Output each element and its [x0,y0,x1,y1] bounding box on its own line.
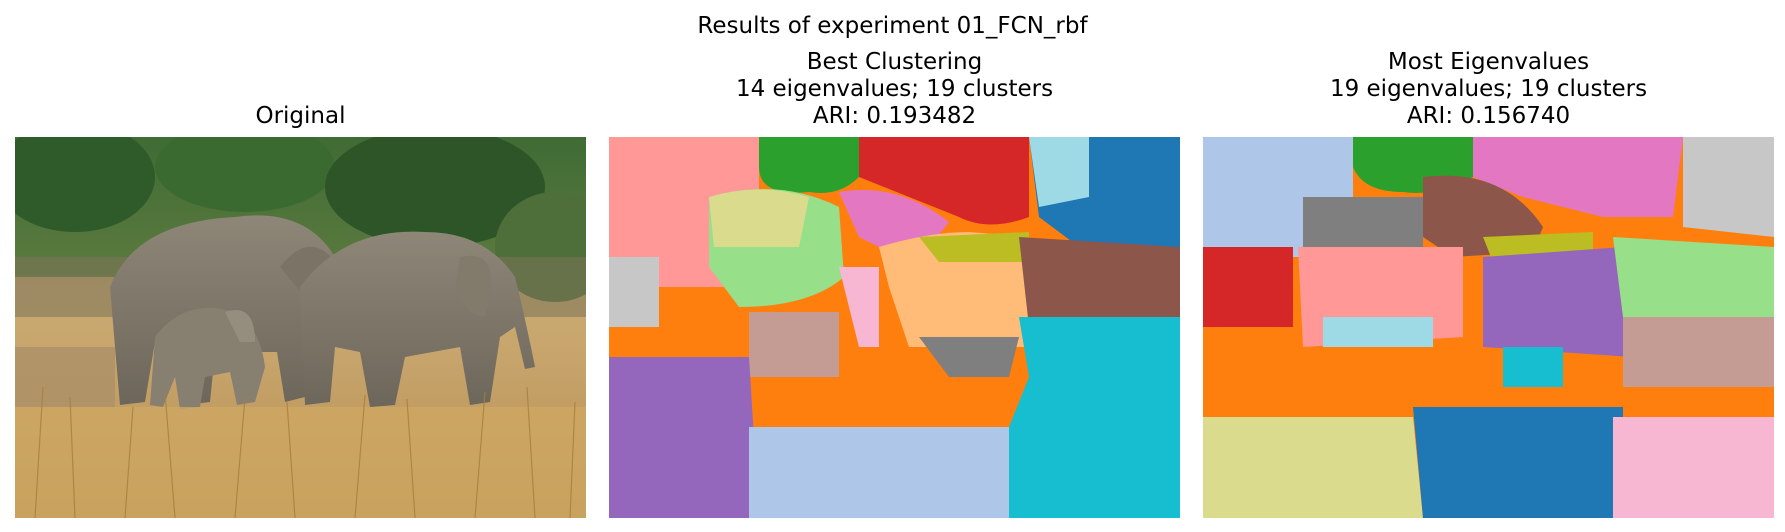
panel-title-line: Most Eigenvalues [1387,49,1590,75]
panel-title-line: ARI: 0.193482 [812,103,977,129]
cluster-segmentation-best [609,137,1180,518]
panel-title-line: 14 eigenvalues; 19 clusters [735,76,1054,102]
panel-title-line: 19 eigenvalues; 19 clusters [1329,76,1648,102]
panel-title-original: Original [15,103,586,130]
panel-title-line: ARI: 0.156740 [1406,103,1571,129]
elephant-photo [15,137,586,518]
segmentation-map-most [1203,137,1774,518]
figure-title: Results of experiment 01_FCN_rbf [697,13,1088,39]
segmentation-map-best [609,137,1180,518]
panel-title-most: Most Eigenvalues 19 eigenvalues; 19 clus… [1203,49,1774,130]
cluster-segmentation-most [1203,137,1774,518]
original-photo [15,137,586,518]
panel-title-line: Original [255,103,346,129]
panel-title-line: Best Clustering [806,49,983,75]
panel-title-best: Best Clustering 14 eigenvalues; 19 clust… [609,49,1180,130]
